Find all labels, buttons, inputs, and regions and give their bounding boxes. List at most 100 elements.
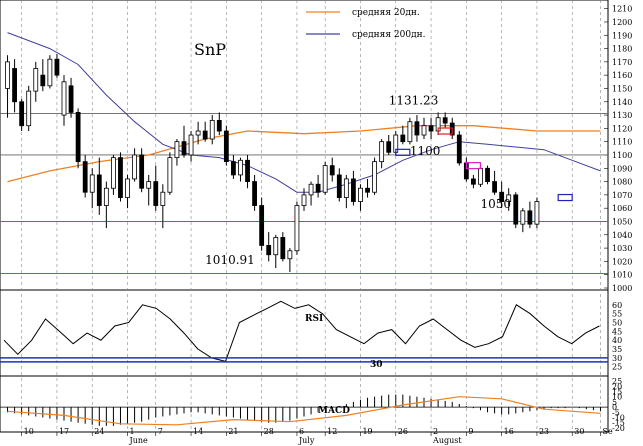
date-tick-label: 6: [299, 427, 304, 436]
level-annotation: 1010.91: [205, 253, 255, 267]
price-panel-frame: [0, 0, 609, 291]
markers: [395, 127, 573, 202]
candle-body: [61, 81, 67, 116]
price-tick-label: 1000: [612, 284, 632, 293]
price-tick-label: 1100: [612, 151, 632, 160]
price-tick-label: 1030: [612, 244, 632, 253]
candle-body: [231, 161, 236, 176]
candle-body: [5, 61, 10, 89]
price-tick-label: 1090: [612, 164, 632, 173]
date-tick-label: 1: [130, 427, 135, 436]
candle-body: [315, 183, 321, 193]
candle-body: [125, 178, 130, 198]
moving-averages: [7, 32, 601, 193]
ma200-line: [7, 32, 601, 193]
rsi-tick-label: 45: [612, 327, 622, 336]
macd-tick-label: 25: [612, 377, 622, 386]
candle-body: [336, 174, 342, 198]
candle-body: [329, 165, 335, 176]
price-tick-label: 1180: [612, 45, 632, 54]
candle-body: [40, 74, 46, 87]
candle-body: [111, 157, 116, 189]
price-tick-label: 1070: [612, 191, 632, 200]
candle-body: [216, 119, 222, 132]
macd-tick-label: 15: [612, 387, 622, 396]
price-tick-label: 1080: [612, 178, 632, 187]
candle-body: [103, 187, 109, 206]
macd-tick-label: 20: [612, 382, 622, 391]
candle-body: [209, 119, 215, 140]
rsi-tick-label: 35: [612, 345, 622, 354]
horizontal-levels: [0, 112, 608, 274]
date-tick-label: 26: [398, 427, 408, 436]
candle-body: [12, 68, 17, 103]
candle-body: [520, 210, 526, 225]
candle-body: [287, 250, 293, 260]
macd-tick-label: -10: [612, 414, 625, 423]
candle-body: [181, 141, 187, 156]
date-tick-label: 24: [94, 427, 104, 436]
macd-signal-line: [7, 396, 601, 426]
candle-body: [68, 85, 74, 113]
level-annotation: 1050: [480, 197, 511, 211]
macd-tick-label: 5: [612, 398, 617, 407]
price-tick-label: 1130: [612, 111, 632, 120]
candles: [5, 53, 540, 273]
price-tick-label: 1060: [612, 204, 632, 213]
candle-body: [407, 121, 413, 143]
candle-body: [82, 161, 88, 193]
candle-body: [428, 125, 434, 132]
month-label: July: [298, 436, 315, 445]
candle-body: [19, 101, 25, 127]
price-tick-label: 1040: [612, 231, 632, 240]
rsi-level-label: 30: [370, 360, 383, 370]
date-tick-label: 16: [504, 427, 514, 436]
candle-body: [273, 237, 279, 256]
macd-layer: [0, 394, 608, 426]
vertical-gridlines: [21, 0, 601, 432]
date-tick-label: 30: [574, 427, 584, 436]
candle-body: [202, 130, 208, 140]
price-tick-label: 1120: [612, 124, 632, 133]
candle-body: [456, 134, 462, 164]
candle-body: [160, 191, 166, 206]
date-tick-label: 28: [264, 427, 274, 436]
candle-body: [513, 194, 519, 225]
date-tick-label: 12: [327, 427, 337, 436]
candle-body: [308, 183, 314, 196]
macd-label: MACD: [318, 406, 350, 416]
candle-body: [252, 181, 257, 206]
date-tick-label: 23: [539, 427, 549, 436]
price-axis: 1000 1010 1020 1030 1040 1050 1060 1070 1080 1090…: [604, 5, 632, 293]
macd-tick-label: 10: [612, 393, 622, 402]
legend: средняя 20дн. средняя 200дн.: [306, 8, 426, 40]
candle-body: [492, 181, 497, 193]
date-tick-label: 9: [468, 427, 473, 436]
candle-body: [139, 154, 145, 189]
signal-marker: [557, 193, 573, 202]
candle-body: [280, 237, 286, 260]
macd-tick-label: -20: [612, 424, 625, 433]
price-tick-label: 1210: [612, 5, 632, 14]
candle-body: [442, 117, 448, 124]
rsi-tick-label: 55: [612, 310, 622, 319]
candle-body: [358, 187, 363, 202]
candle-body: [33, 68, 39, 92]
candle-body: [54, 58, 60, 76]
date-tick-label: 7: [158, 427, 163, 436]
date-tick-label: 17: [59, 427, 69, 436]
candle-body: [365, 187, 370, 193]
candle-body: [506, 194, 512, 202]
level-annotation: 1100: [410, 144, 441, 158]
candle-body: [153, 181, 159, 206]
price-tick-label: 1160: [612, 71, 632, 80]
rsi-panel-frame: [0, 289, 609, 377]
rsi-layer: [0, 300, 608, 363]
rsi-tick-label: 50: [612, 319, 622, 328]
legend-ma20-label: средняя 20дн.: [352, 8, 420, 18]
candle-body: [259, 205, 265, 246]
macd-tick-label: -5: [612, 408, 620, 417]
signal-marker: [437, 127, 453, 135]
